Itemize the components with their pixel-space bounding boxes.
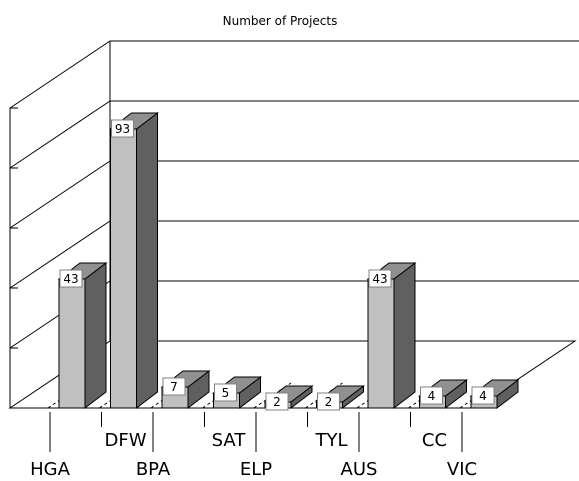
bar-series: 43 93 7 5 2 2 43 4 4 [57,111,520,411]
category-label: SAT [212,430,247,451]
bar-side [136,111,158,410]
value-label-box [59,269,83,288]
value-label-box [471,386,495,405]
gridline-left [9,160,111,229]
value-label-box [420,386,443,405]
gridline-left [9,40,111,109]
category-label: TYL [314,430,347,451]
bar-vic: 4 [469,378,520,410]
bar-sat: 5 [212,375,262,410]
value-label: 43 [372,272,387,286]
value-label: 7 [170,380,178,394]
bar-cc: 4 [418,378,468,410]
value-label-box [265,392,289,411]
value-label: 2 [325,395,333,409]
bar-front [58,278,86,409]
category-label: VIC [447,459,477,480]
bar-aus: 43 [366,261,417,410]
category-label: ELP [240,459,272,480]
bar-dfw: 93 [109,111,159,410]
category-label: BPA [136,459,171,480]
value-label-box [162,377,186,396]
category-label: CC [422,430,447,451]
value-label: 2 [273,395,281,409]
value-label-box [214,383,237,402]
bar-side [393,261,416,410]
value-label-box [368,269,392,288]
value-label: 4 [428,389,436,403]
chart-title: Number of Projects [223,14,338,28]
value-label: 93 [115,122,130,136]
bar-front [110,128,137,409]
category-label: HGA [30,459,70,480]
value-label: 5 [222,386,230,400]
bar-hga: 43 [57,261,108,410]
category-label: DFW [104,430,146,451]
value-label: 43 [63,272,78,286]
gridline-left [9,100,111,169]
category-label: AUS [341,459,378,480]
bar-side [84,261,107,410]
value-label-box [317,392,340,411]
value-label: 4 [479,389,487,403]
value-label-box [111,119,134,138]
bar-tyl: 2 [315,384,365,411]
gridline-left [9,220,111,289]
bar-elp: 2 [263,384,314,411]
bar-front [367,278,395,409]
bar-bpa: 7 [160,369,211,410]
